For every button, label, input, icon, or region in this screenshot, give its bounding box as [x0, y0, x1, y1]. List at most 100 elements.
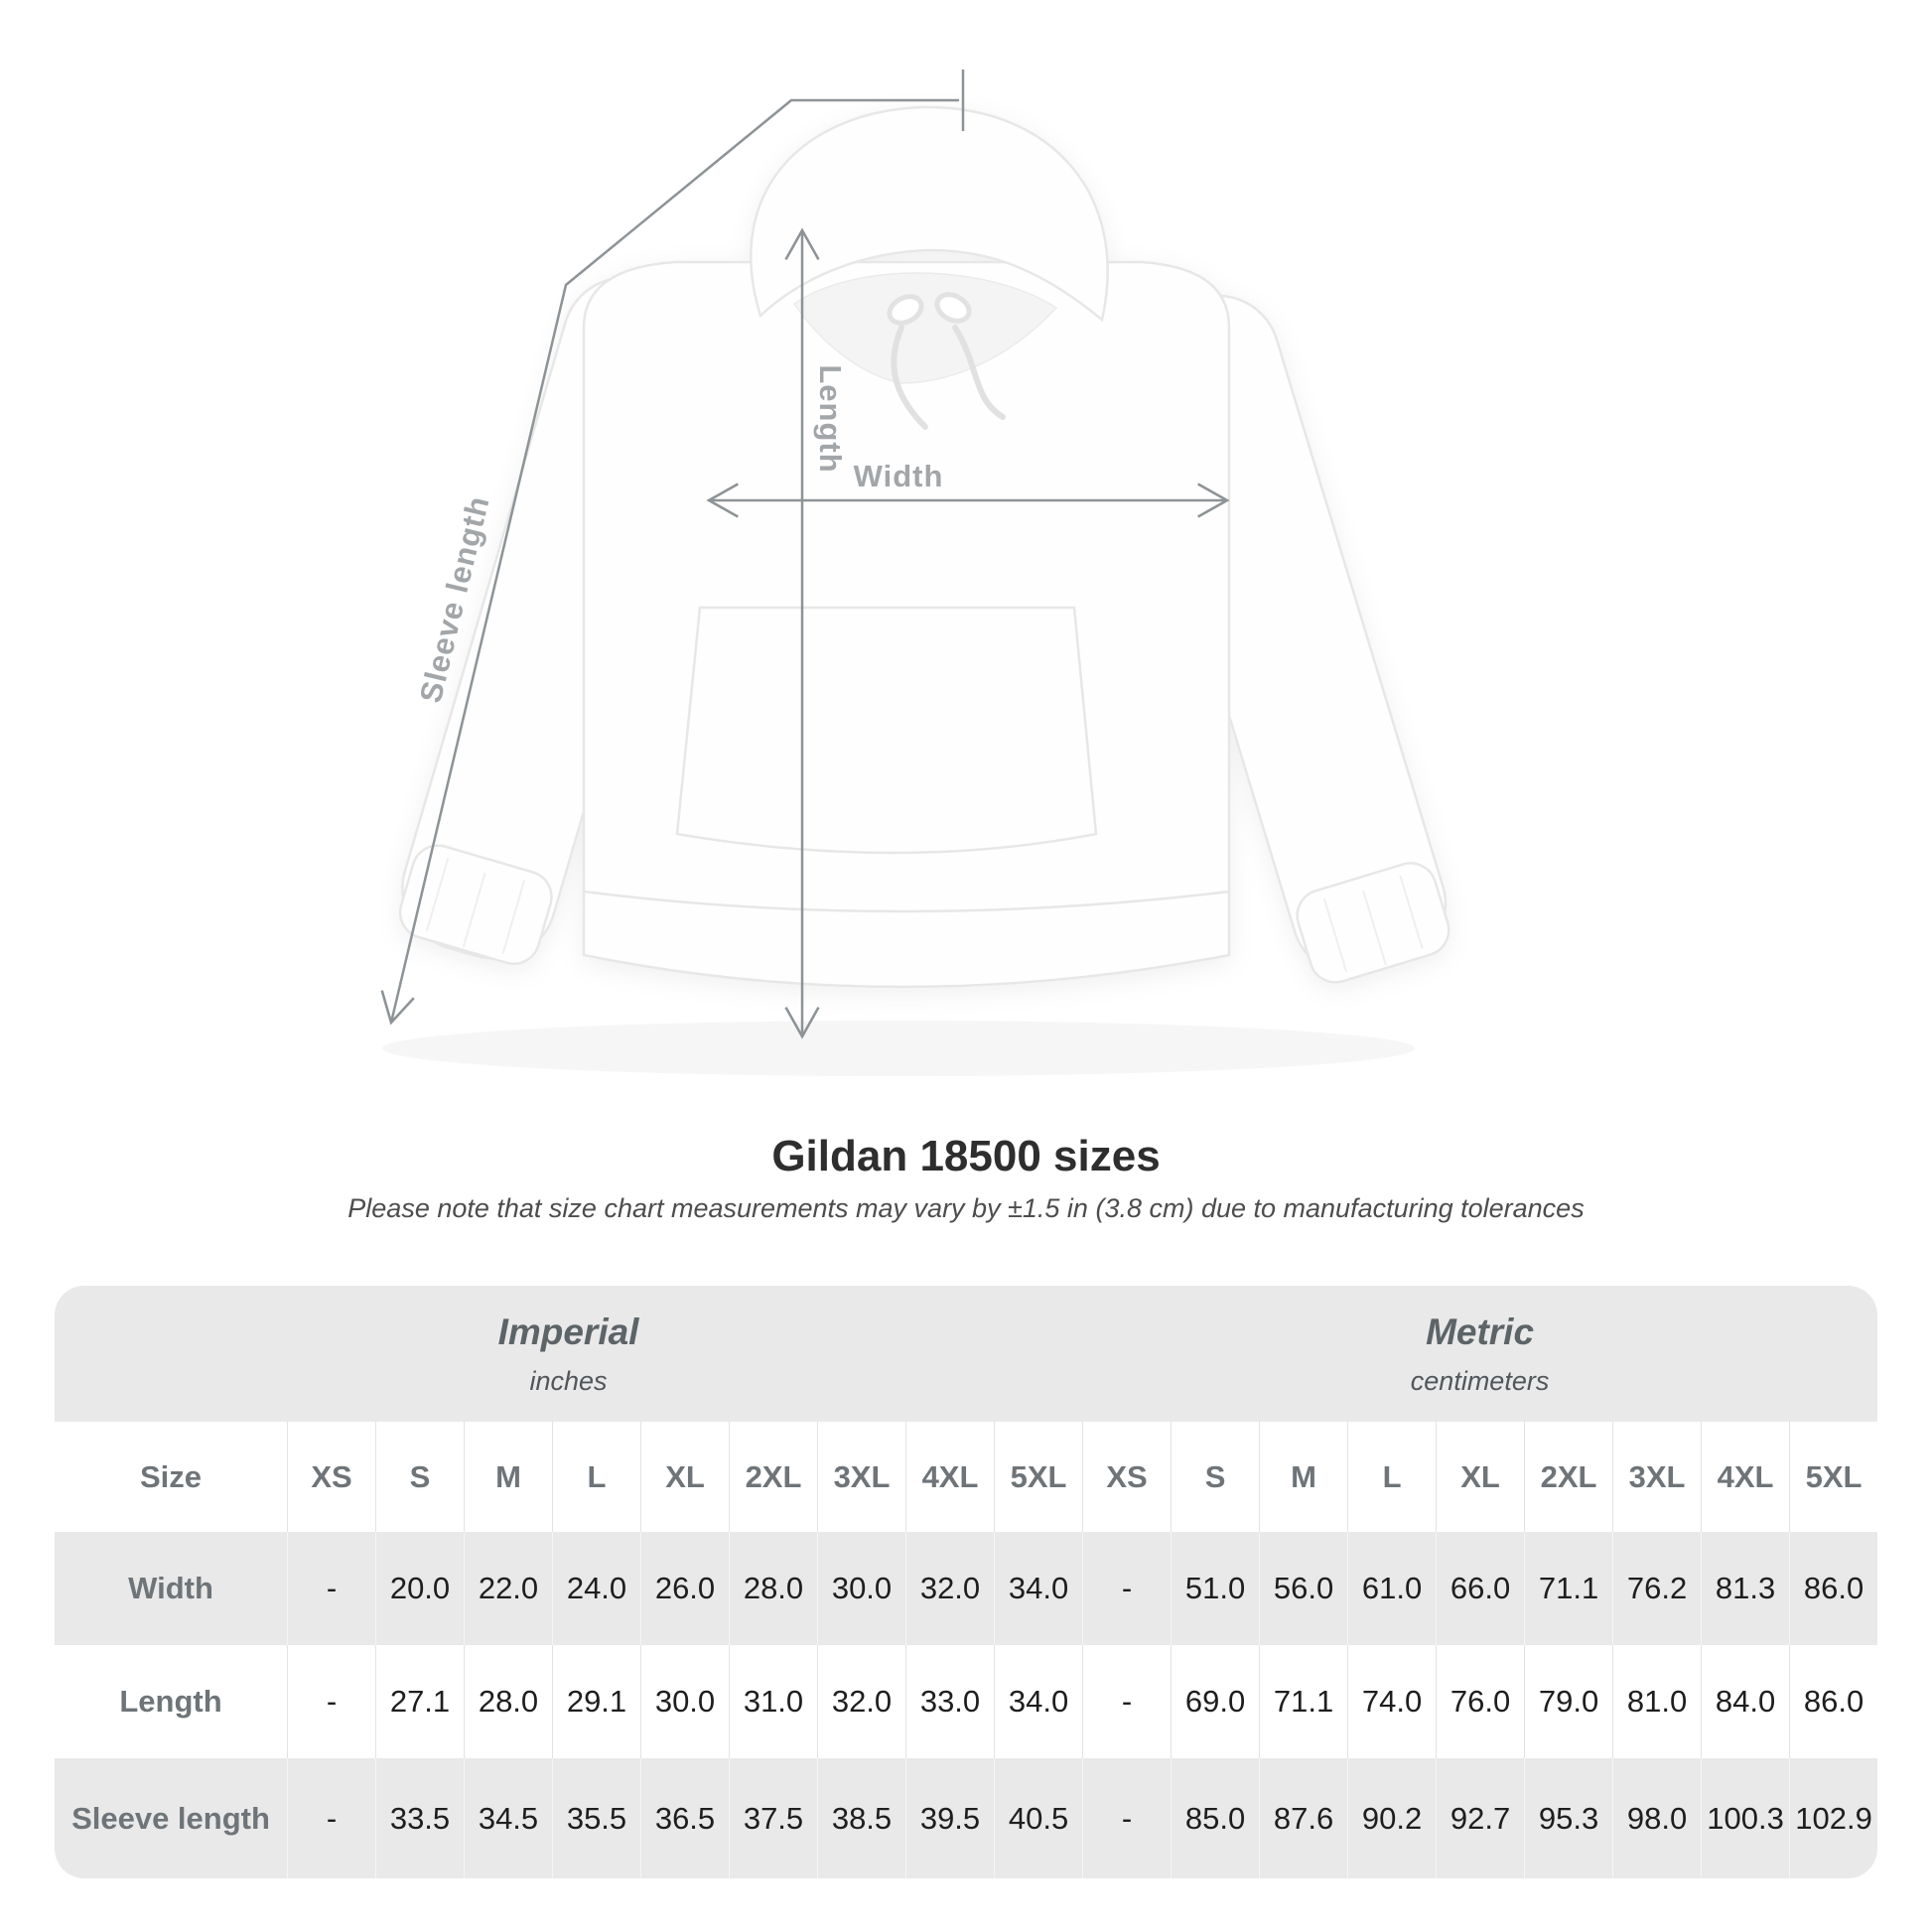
value-cell: 37.5: [729, 1758, 817, 1878]
hoodie-size-diagram: Sleeve length Length Width: [380, 69, 1450, 1076]
value-cell: 98.0: [1612, 1758, 1702, 1878]
hoodie-hood: [750, 105, 1109, 323]
value-cell: 76.0: [1436, 1645, 1525, 1758]
value-cell: -: [287, 1645, 375, 1758]
size-col-header: S: [1171, 1422, 1260, 1532]
value-cell: 86.0: [1789, 1532, 1877, 1645]
table-row-width: Width - 20.0 22.0 24.0 26.0 28.0 30.0 32…: [55, 1532, 1877, 1645]
value-cell: 90.2: [1347, 1758, 1437, 1878]
value-cell: 100.3: [1701, 1758, 1790, 1878]
hoodie-neck-opening: [792, 272, 1058, 384]
table-row-sleeve-length: Sleeve length - 33.5 34.5 35.5 36.5 37.5…: [55, 1758, 1877, 1878]
size-col-header: 3XL: [1612, 1422, 1702, 1532]
value-cell: 22.0: [464, 1532, 552, 1645]
value-cell: 71.1: [1524, 1532, 1613, 1645]
width-label: Width: [854, 459, 944, 493]
drawstring-left: [891, 325, 928, 430]
drawstring-bow-right: [934, 292, 972, 324]
value-cell: 29.1: [552, 1645, 640, 1758]
size-col-header: 5XL: [1789, 1422, 1877, 1532]
table-row-length: Length - 27.1 28.0 29.1 30.0 31.0 32.0 3…: [55, 1645, 1877, 1758]
value-cell: 26.0: [640, 1532, 729, 1645]
value-cell: 24.0: [552, 1532, 640, 1645]
value-cell: 76.2: [1612, 1532, 1702, 1645]
unit-header-row: Imperial inches Metric centimeters: [55, 1286, 1877, 1422]
sleeve-length-line: [380, 98, 959, 1026]
size-col-header: XS: [1082, 1422, 1172, 1532]
value-cell: 56.0: [1259, 1532, 1348, 1645]
value-cell: -: [287, 1758, 375, 1878]
value-cell: 39.5: [905, 1758, 994, 1878]
value-cell: 34.0: [994, 1645, 1083, 1758]
size-col-header: S: [375, 1422, 464, 1532]
value-cell: 102.9: [1789, 1758, 1877, 1878]
value-cell: 31.0: [729, 1645, 817, 1758]
size-table: Imperial inches Metric centimeters Size …: [55, 1286, 1877, 1878]
value-cell: 79.0: [1524, 1645, 1613, 1758]
drawstring-right: [952, 325, 1006, 420]
drawstring-bow-left: [887, 294, 924, 326]
value-cell: 61.0: [1347, 1532, 1437, 1645]
size-col-header: L: [552, 1422, 640, 1532]
value-cell: 27.1: [375, 1645, 464, 1758]
value-cell: 34.5: [464, 1758, 552, 1878]
value-cell: 95.3: [1524, 1758, 1613, 1878]
value-cell: 87.6: [1259, 1758, 1348, 1878]
size-col-header: 4XL: [905, 1422, 994, 1532]
hoodie-pocket: [675, 606, 1098, 855]
size-col-header: 2XL: [1524, 1422, 1613, 1532]
value-cell: 84.0: [1701, 1645, 1790, 1758]
value-cell: 20.0: [375, 1532, 464, 1645]
unit-header-imperial: Imperial inches: [55, 1286, 1083, 1422]
value-cell: 34.0: [994, 1532, 1083, 1645]
unit-header-metric: Metric centimeters: [1082, 1286, 1877, 1422]
value-cell: 86.0: [1789, 1645, 1877, 1758]
length-label: Length: [813, 364, 848, 473]
value-cell: 74.0: [1347, 1645, 1437, 1758]
value-cell: 69.0: [1171, 1645, 1260, 1758]
imperial-subtitle: inches: [529, 1366, 608, 1396]
size-header-label: Size: [55, 1422, 287, 1532]
value-cell: 92.7: [1436, 1758, 1525, 1878]
size-header-row: Size XS S M L XL 2XL 3XL 4XL 5XL XS S M …: [55, 1422, 1877, 1532]
value-cell: 71.1: [1259, 1645, 1348, 1758]
value-cell: 85.0: [1171, 1758, 1260, 1878]
value-cell: 28.0: [729, 1532, 817, 1645]
row-label: Width: [55, 1532, 287, 1645]
value-cell: 30.0: [640, 1645, 729, 1758]
size-col-header: 5XL: [994, 1422, 1083, 1532]
value-cell: 32.0: [817, 1645, 905, 1758]
row-label: Sleeve length: [55, 1758, 287, 1878]
page-title: Gildan 18500 sizes: [771, 1132, 1161, 1180]
value-cell: 28.0: [464, 1645, 552, 1758]
size-col-header: M: [464, 1422, 552, 1532]
row-label: Length: [55, 1645, 287, 1758]
value-cell: -: [1082, 1645, 1172, 1758]
size-col-header: 2XL: [729, 1422, 817, 1532]
value-cell: 32.0: [905, 1532, 994, 1645]
size-col-header: M: [1259, 1422, 1348, 1532]
value-cell: 33.5: [375, 1758, 464, 1878]
value-cell: 66.0: [1436, 1532, 1525, 1645]
page-subtitle: Please note that size chart measurements…: [347, 1193, 1585, 1223]
value-cell: 33.0: [905, 1645, 994, 1758]
size-col-header: 4XL: [1701, 1422, 1790, 1532]
value-cell: 30.0: [817, 1532, 905, 1645]
value-cell: 38.5: [817, 1758, 905, 1878]
size-col-header: 3XL: [817, 1422, 905, 1532]
metric-title: Metric: [1426, 1311, 1535, 1352]
value-cell: 35.5: [552, 1758, 640, 1878]
size-col-header: L: [1347, 1422, 1437, 1532]
value-cell: 81.3: [1701, 1532, 1790, 1645]
imperial-title: Imperial: [497, 1311, 639, 1352]
size-col-header: XL: [640, 1422, 729, 1532]
value-cell: -: [287, 1532, 375, 1645]
value-cell: 81.0: [1612, 1645, 1702, 1758]
value-cell: 36.5: [640, 1758, 729, 1878]
hoodie-image: [398, 105, 1450, 989]
value-cell: -: [1082, 1532, 1172, 1645]
size-table-container: Imperial inches Metric centimeters Size …: [55, 1286, 1877, 1878]
value-cell: 51.0: [1171, 1532, 1260, 1645]
size-col-header: XS: [287, 1422, 375, 1532]
hoodie-shadow: [382, 1021, 1415, 1076]
